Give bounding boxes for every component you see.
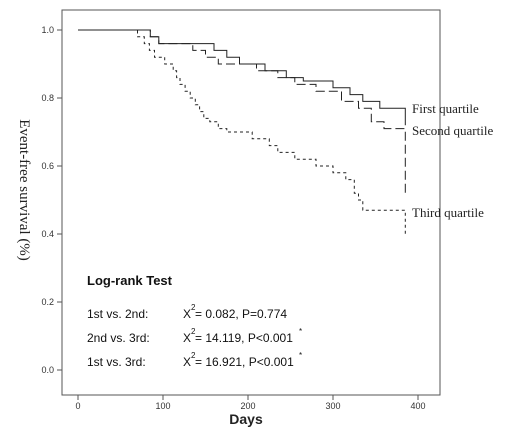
y-tick-label: 0.8 — [41, 93, 54, 103]
stats-row-label: 1st vs. 2nd: — [87, 307, 148, 321]
x-axis-label: Days — [229, 411, 263, 427]
plot-frame — [61, 9, 441, 396]
y-tick-label: 0.0 — [41, 365, 54, 375]
chi-square-superscript: 2 — [191, 327, 196, 336]
legend-label-second-quartile: Second quartile — [412, 123, 493, 138]
stats-row-value: = 0.082, P=0.774 — [195, 307, 287, 321]
y-tick-label: 0.4 — [41, 229, 54, 239]
series-layer — [78, 29, 406, 234]
x-tick-label: 400 — [410, 401, 425, 411]
stats-row-label: 2nd vs. 3rd: — [87, 331, 150, 345]
stats-row-value: = 16.921, P<0.001 — [195, 355, 294, 369]
chi-square-symbol: X — [183, 307, 191, 321]
chi-square-superscript: 2 — [191, 351, 196, 360]
series-line-third-quartile — [78, 29, 406, 234]
chi-square-superscript: 2 — [191, 303, 196, 312]
x-tick-label: 100 — [155, 401, 170, 411]
significance-mark: * — [299, 351, 302, 360]
legend-label-first-quartile: First quartile — [412, 101, 479, 116]
y-axis-label: Event-free survival (%) — [16, 119, 32, 261]
legend-label-third-quartile: Third quartile — [412, 205, 484, 220]
y-tick-label: 1.0 — [41, 25, 54, 35]
y-tick-label: 0.6 — [41, 161, 54, 171]
stats-row-value: = 14.119, P<0.001 — [195, 331, 293, 345]
stats-row-label: 1st vs. 3rd: — [87, 355, 146, 369]
chi-square-symbol: X — [183, 331, 191, 345]
x-tick-label: 300 — [325, 401, 340, 411]
x-axis-ticks: 0 100 200 300 400 — [75, 395, 426, 411]
series-line-first-quartile — [78, 29, 406, 126]
y-tick-label: 0.2 — [41, 297, 54, 307]
chi-square-symbol: X — [183, 355, 191, 369]
log-rank-stats: Log-rank Test 1st vs. 2nd: X 2 = 0.082, … — [87, 273, 302, 369]
y-axis-ticks: 0.0 0.2 0.4 0.6 0.8 1.0 — [41, 25, 62, 375]
stats-title: Log-rank Test — [87, 273, 173, 288]
x-tick-label: 200 — [240, 401, 255, 411]
series-line-second-quartile — [78, 29, 406, 194]
significance-mark: * — [299, 327, 302, 336]
x-tick-label: 0 — [75, 401, 80, 411]
